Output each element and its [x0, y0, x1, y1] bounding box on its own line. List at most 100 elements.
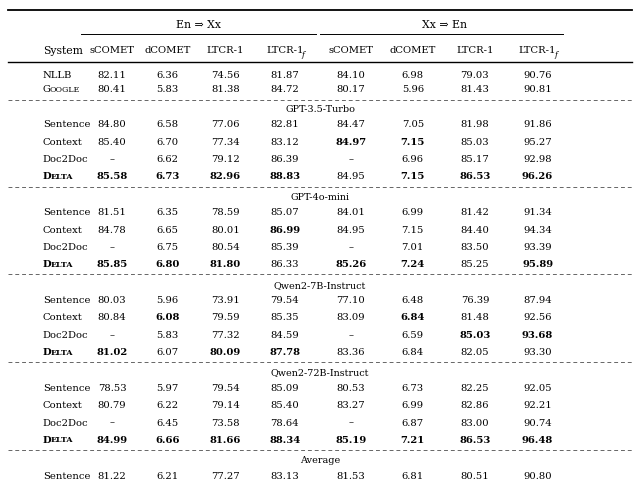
Text: 85.40: 85.40 — [271, 400, 299, 409]
Text: Sentence: Sentence — [43, 383, 90, 392]
Text: 83.09: 83.09 — [337, 313, 365, 322]
Text: 6.62: 6.62 — [157, 155, 179, 163]
Text: Sentence: Sentence — [43, 295, 90, 305]
Text: 91.34: 91.34 — [523, 208, 552, 217]
Text: 86.53: 86.53 — [459, 172, 491, 181]
Text: 6.66: 6.66 — [156, 435, 180, 444]
Text: LTCR-1: LTCR-1 — [266, 46, 303, 55]
Text: 6.80: 6.80 — [156, 260, 180, 269]
Text: 79.03: 79.03 — [461, 71, 489, 80]
Text: 93.68: 93.68 — [522, 330, 553, 339]
Text: 84.78: 84.78 — [98, 225, 126, 234]
Text: 6.36: 6.36 — [157, 71, 179, 80]
Text: 95.89: 95.89 — [522, 260, 553, 269]
Text: –: – — [109, 418, 115, 427]
Text: 84.97: 84.97 — [335, 138, 366, 146]
Text: 84.72: 84.72 — [271, 85, 299, 94]
Text: ELTA: ELTA — [51, 260, 73, 268]
Text: Sentence: Sentence — [43, 120, 90, 129]
Text: 83.12: 83.12 — [271, 138, 299, 146]
Text: 78.59: 78.59 — [211, 208, 239, 217]
Text: 80.84: 80.84 — [98, 313, 126, 322]
Text: Sentence: Sentence — [43, 208, 90, 217]
Text: 90.81: 90.81 — [524, 85, 552, 94]
Text: 5.83: 5.83 — [157, 85, 179, 94]
Text: 87.94: 87.94 — [524, 295, 552, 305]
Text: 91.86: 91.86 — [524, 120, 552, 129]
Text: GPT-3.5-Turbo: GPT-3.5-Turbo — [285, 105, 355, 114]
Text: 80.01: 80.01 — [211, 225, 239, 234]
Text: 83.50: 83.50 — [461, 243, 489, 251]
Text: 6.70: 6.70 — [157, 138, 179, 146]
Text: 94.34: 94.34 — [523, 225, 552, 234]
Text: D: D — [43, 260, 51, 269]
Text: 93.39: 93.39 — [524, 243, 552, 251]
Text: 6.96: 6.96 — [402, 155, 424, 163]
Text: 82.25: 82.25 — [461, 383, 489, 392]
Text: 85.17: 85.17 — [461, 155, 489, 163]
Text: 6.48: 6.48 — [402, 295, 424, 305]
Text: Context: Context — [43, 400, 83, 409]
Text: 6.99: 6.99 — [402, 400, 424, 409]
Text: 81.66: 81.66 — [209, 435, 241, 444]
Text: 85.85: 85.85 — [97, 260, 127, 269]
Text: 5.96: 5.96 — [157, 295, 179, 305]
Text: 85.40: 85.40 — [98, 138, 126, 146]
Text: 84.95: 84.95 — [337, 172, 365, 181]
Text: –: – — [348, 330, 353, 339]
Text: 78.53: 78.53 — [98, 383, 126, 392]
Text: 82.81: 82.81 — [271, 120, 299, 129]
Text: 82.11: 82.11 — [97, 71, 127, 80]
Text: f: f — [554, 51, 557, 59]
Text: En ⇒ Xx: En ⇒ Xx — [176, 20, 221, 30]
Text: 86.33: 86.33 — [271, 260, 299, 269]
Text: 92.05: 92.05 — [524, 383, 552, 392]
Text: Sentence: Sentence — [43, 471, 90, 480]
Text: 87.78: 87.78 — [269, 347, 300, 356]
Text: f: f — [301, 51, 304, 59]
Text: Qwen2-7B-Instruct: Qwen2-7B-Instruct — [274, 280, 366, 289]
Text: 84.47: 84.47 — [336, 120, 365, 129]
Text: 6.84: 6.84 — [402, 347, 424, 356]
Text: 83.00: 83.00 — [461, 418, 489, 427]
Text: 84.40: 84.40 — [460, 225, 490, 234]
Text: 85.03: 85.03 — [459, 330, 491, 339]
Text: 5.96: 5.96 — [402, 85, 424, 94]
Text: 92.21: 92.21 — [524, 400, 552, 409]
Text: 6.35: 6.35 — [157, 208, 179, 217]
Text: 81.51: 81.51 — [97, 208, 127, 217]
Text: D: D — [43, 347, 51, 356]
Text: OOGLE: OOGLE — [50, 86, 80, 94]
Text: 83.13: 83.13 — [271, 471, 299, 480]
Text: 88.34: 88.34 — [269, 435, 300, 444]
Text: 84.99: 84.99 — [97, 435, 127, 444]
Text: 85.25: 85.25 — [461, 260, 489, 269]
Text: 81.43: 81.43 — [460, 85, 490, 94]
Text: 7.01: 7.01 — [402, 243, 424, 251]
Text: ELTA: ELTA — [51, 173, 73, 181]
Text: 80.79: 80.79 — [98, 400, 126, 409]
Text: 81.98: 81.98 — [461, 120, 489, 129]
Text: 5.97: 5.97 — [157, 383, 179, 392]
Text: LTCR-1: LTCR-1 — [456, 46, 493, 55]
Text: System: System — [43, 46, 83, 56]
Text: sCOMET: sCOMET — [328, 46, 373, 55]
Text: –: – — [109, 243, 115, 251]
Text: 7.15: 7.15 — [401, 138, 425, 146]
Text: Context: Context — [43, 138, 83, 146]
Text: –: – — [109, 330, 115, 339]
Text: Average: Average — [300, 455, 340, 465]
Text: 90.76: 90.76 — [524, 71, 552, 80]
Text: 79.12: 79.12 — [211, 155, 239, 163]
Text: 92.56: 92.56 — [524, 313, 552, 322]
Text: 83.36: 83.36 — [337, 347, 365, 356]
Text: 74.56: 74.56 — [211, 71, 239, 80]
Text: sCOMET: sCOMET — [90, 46, 134, 55]
Text: 76.39: 76.39 — [461, 295, 489, 305]
Text: 77.06: 77.06 — [211, 120, 239, 129]
Text: 85.39: 85.39 — [271, 243, 299, 251]
Text: 82.96: 82.96 — [210, 172, 241, 181]
Text: 6.84: 6.84 — [401, 313, 425, 322]
Text: 6.75: 6.75 — [157, 243, 179, 251]
Text: 80.51: 80.51 — [461, 471, 489, 480]
